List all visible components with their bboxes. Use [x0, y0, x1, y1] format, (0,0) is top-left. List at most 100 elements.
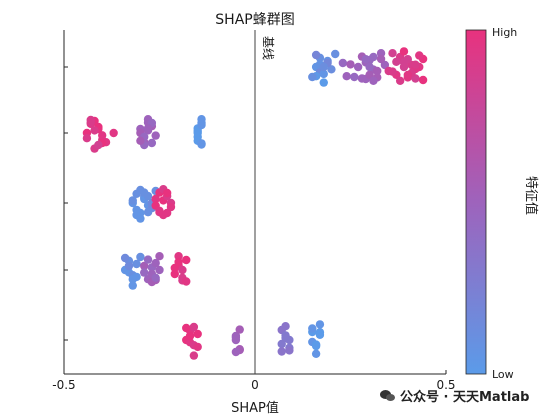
data-point — [132, 259, 141, 269]
data-point — [189, 351, 199, 360]
data-point — [136, 252, 145, 262]
data-point — [162, 188, 172, 198]
x-ticks: -0.5 0 0.5 — [52, 370, 456, 392]
data-point — [151, 273, 160, 282]
data-point — [143, 255, 153, 264]
data-point — [136, 136, 145, 145]
data-point — [197, 140, 206, 149]
data-point — [399, 47, 409, 56]
data-point — [193, 342, 202, 352]
data-point — [353, 62, 363, 72]
data-point — [342, 72, 351, 81]
data-point — [90, 126, 99, 135]
data-point — [346, 60, 355, 69]
colorbar-title: 特征值 — [523, 176, 539, 215]
x-tick-label-1: 0 — [251, 378, 259, 392]
data-point — [365, 70, 374, 80]
data-point — [182, 323, 191, 333]
data-point — [231, 347, 241, 357]
data-point — [388, 49, 397, 58]
data-point — [155, 206, 164, 215]
data-point — [373, 66, 382, 76]
baseline-label: 基线 — [261, 36, 275, 60]
data-point — [189, 322, 199, 332]
data-point — [140, 268, 149, 277]
data-point — [392, 57, 401, 66]
data-point — [151, 194, 160, 204]
data-point — [395, 76, 405, 86]
data-point — [308, 324, 317, 333]
data-point — [311, 341, 321, 351]
data-point — [350, 72, 359, 82]
data-point — [415, 51, 424, 60]
data-point — [151, 131, 160, 140]
data-point — [155, 252, 164, 261]
data-point — [170, 263, 179, 273]
data-point — [308, 72, 317, 82]
data-point — [319, 69, 328, 79]
data-point — [166, 202, 176, 212]
data-point — [311, 349, 321, 358]
data-point — [388, 67, 397, 76]
data-point — [143, 191, 153, 201]
colorbar-high-label: High — [492, 26, 517, 39]
colorbar-low-label: Low — [492, 368, 514, 381]
watermark: 公众号 · 天天Matlab — [380, 386, 529, 405]
x-tick-label-0: -0.5 — [52, 378, 75, 392]
data-point — [151, 258, 160, 268]
data-point — [109, 128, 118, 138]
data-point — [403, 55, 412, 64]
data-point — [120, 253, 130, 263]
data-point — [311, 50, 321, 60]
data-point — [315, 330, 325, 339]
data-point — [285, 335, 294, 345]
data-point — [124, 261, 134, 271]
data-point — [380, 60, 390, 70]
data-point — [277, 339, 286, 349]
data-point — [331, 49, 340, 59]
data-point — [178, 265, 187, 275]
data-point — [193, 329, 202, 339]
data-point — [170, 269, 179, 279]
data-point — [357, 74, 367, 83]
data-point — [128, 196, 137, 205]
data-point — [418, 75, 428, 85]
wechat-icon — [380, 390, 396, 402]
data-point — [399, 62, 409, 72]
data-point — [182, 277, 191, 286]
colorbar — [465, 29, 487, 375]
data-point — [403, 70, 412, 80]
data-point — [182, 255, 191, 265]
data-point — [319, 78, 328, 87]
data-point — [147, 138, 157, 148]
data-point — [128, 281, 137, 290]
watermark-text: 公众号 · 天天Matlab — [400, 390, 530, 405]
data-point — [285, 346, 294, 355]
data-point — [128, 275, 137, 284]
data-point — [231, 335, 241, 345]
data-point — [315, 320, 325, 329]
data-point — [235, 325, 244, 334]
data-point — [369, 52, 378, 62]
chart-title: SHAP蜂群图 — [215, 12, 294, 28]
data-point — [82, 134, 92, 143]
data-point — [319, 62, 328, 72]
data-point — [338, 58, 348, 68]
y-ticks — [64, 66, 68, 341]
data-point — [277, 347, 286, 356]
data-point — [411, 60, 420, 69]
data-point — [132, 210, 141, 220]
data-point — [327, 65, 336, 74]
data-point — [193, 128, 202, 138]
data-point — [143, 208, 153, 217]
data-point — [185, 331, 195, 341]
data-point — [174, 257, 183, 267]
data-point — [143, 124, 153, 133]
data-point — [365, 62, 374, 72]
data-point — [140, 261, 149, 271]
x-tick-label-2: 0.5 — [436, 378, 455, 392]
data-point — [197, 120, 206, 130]
data-point — [94, 140, 103, 150]
data-point — [376, 54, 386, 64]
